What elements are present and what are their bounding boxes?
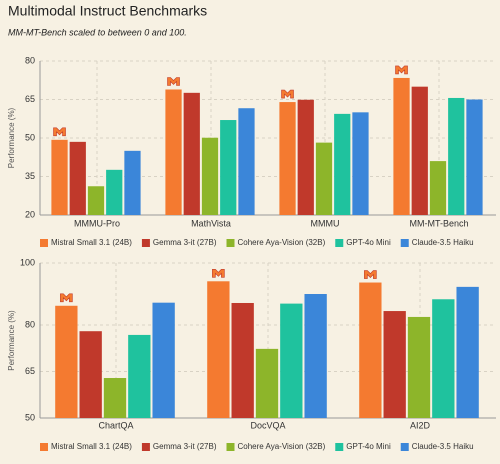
bar [106, 169, 123, 215]
bar [183, 92, 200, 215]
legend-swatch [335, 239, 344, 247]
bar [279, 102, 296, 215]
bar [51, 139, 68, 215]
legend-swatch [400, 443, 409, 451]
bar [87, 186, 105, 215]
bar [165, 89, 182, 215]
bar [207, 281, 230, 418]
legend-swatch [335, 443, 344, 451]
bar [411, 86, 428, 216]
y-tick-label: 50 [25, 412, 35, 422]
legend-swatch [40, 443, 48, 451]
legend-label: GPT-4o Mini [346, 442, 391, 451]
bar [152, 302, 175, 418]
bar [220, 120, 237, 215]
bar [201, 137, 219, 215]
legend-label: Mistral Small 3.1 (24B) [51, 238, 132, 247]
bar [359, 282, 382, 418]
bar [432, 299, 455, 418]
bar [280, 303, 303, 418]
y-tick-label: 20 [25, 209, 35, 219]
legend-label: Mistral Small 3.1 (24B) [51, 442, 132, 451]
mistral-logo [53, 127, 66, 137]
bar [79, 331, 102, 418]
legend-swatch [141, 443, 150, 451]
legend-label: Claude-3.5 Haiku [412, 442, 474, 451]
legend-label: Gemma 3-it (27B) [153, 442, 217, 451]
y-tick-label: 80 [25, 55, 35, 65]
mistral-logo [395, 65, 408, 75]
bar [456, 286, 479, 418]
bar [103, 378, 127, 418]
legend-label: Cohere Aya-Vision (32B) [238, 238, 326, 247]
legend-label: Cohere Aya-Vision (32B) [238, 442, 326, 451]
bar [407, 316, 431, 418]
bar [334, 113, 351, 215]
bar [55, 305, 78, 418]
y-axis-label: Performance (%) [7, 107, 16, 168]
x-tick-label: MM-MT-Bench [409, 218, 468, 228]
x-tick-label: MathVista [191, 218, 231, 228]
bar [238, 108, 255, 215]
bar [304, 294, 327, 418]
bar [297, 99, 314, 215]
bar [128, 334, 151, 418]
bar [383, 311, 406, 418]
bar [393, 77, 410, 215]
y-tick-label: 80 [25, 319, 35, 329]
bar [466, 99, 483, 215]
legend-swatch [400, 239, 409, 247]
y-tick-label: 50 [25, 132, 35, 142]
bar [315, 142, 333, 215]
y-tick-label: 65 [25, 94, 35, 104]
legend-swatch [40, 239, 48, 247]
x-tick-label: MMMU-Pro [74, 218, 120, 228]
legend-swatch [141, 239, 150, 247]
mistral-logo [60, 293, 73, 303]
bar [231, 302, 254, 418]
bar [429, 161, 447, 215]
bar [124, 150, 141, 215]
page-subtitle: MM-MT-Bench scaled to between 0 and 100. [8, 27, 187, 37]
y-tick-label: 100 [20, 257, 35, 267]
legend-swatch [226, 443, 235, 451]
mistral-logo [281, 89, 294, 99]
bar [69, 141, 86, 215]
x-tick-label: MMMU [311, 218, 340, 228]
y-tick-label: 35 [25, 171, 35, 181]
y-tick-label: 65 [25, 366, 35, 376]
legend-label: Gemma 3-it (27B) [153, 238, 217, 247]
mistral-logo [364, 270, 377, 279]
page-title: Multimodal Instruct Benchmarks [8, 3, 207, 19]
legend-label: Claude-3.5 Haiku [412, 238, 474, 247]
legend-swatch [226, 239, 235, 247]
legend-label: GPT-4o Mini [346, 238, 391, 247]
mistral-logo [212, 268, 225, 278]
mistral-logo [167, 77, 180, 86]
bar [352, 112, 369, 215]
bar [255, 348, 279, 418]
x-tick-label: DocVQA [250, 420, 285, 430]
bar [448, 97, 465, 215]
x-tick-label: AI2D [410, 420, 431, 430]
y-axis-label: Performance (%) [7, 310, 16, 371]
x-tick-label: ChartQA [98, 420, 133, 430]
